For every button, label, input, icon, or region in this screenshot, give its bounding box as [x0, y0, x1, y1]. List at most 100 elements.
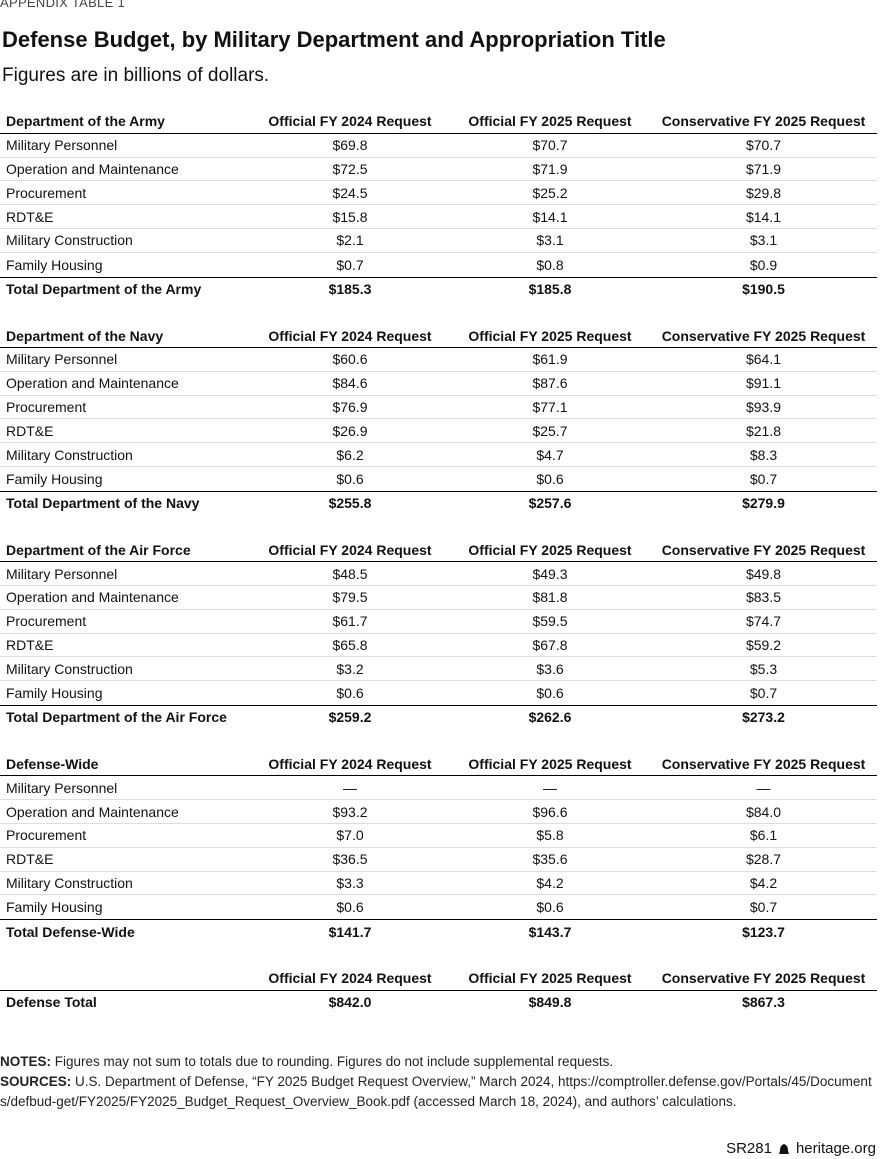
data-row: Military Construction $3.3 $4.2 $4.2 — [0, 872, 877, 896]
cell: $849.8 — [528, 994, 572, 1011]
cell: $67.8 — [532, 636, 568, 653]
sources-label: SOURCES: — [0, 1074, 72, 1089]
cell: $49.8 — [745, 565, 782, 582]
grand-total-row: Defense Total $842.0 $849.8 $867.3 — [0, 991, 877, 1015]
cell: $0.7 — [336, 256, 364, 273]
cell: $14.1 — [745, 208, 782, 225]
cell: $0.6 — [536, 470, 564, 487]
sources-text: U.S. Department of Defense, “FY 2025 Bud… — [0, 1074, 872, 1109]
sources: SOURCES: U.S. Department of Defense, “FY… — [0, 1072, 877, 1112]
cell: $76.9 — [332, 398, 368, 415]
cell: $93.9 — [745, 398, 782, 415]
notes-label: NOTES: — [0, 1054, 52, 1069]
cell: Conservative FY 2025 Request — [661, 970, 866, 987]
cell: $6.2 — [336, 446, 364, 463]
data-row: Family Housing $0.6 $0.6 $0.7 — [0, 681, 877, 705]
cell: $0.6 — [536, 685, 564, 702]
cell: $141.7 — [328, 923, 372, 940]
data-row: Operation and Maintenance $72.5 $71.9 $71.9 — [0, 158, 877, 182]
cell: $3.6 — [536, 660, 564, 677]
cell: $29.8 — [745, 184, 782, 201]
cell: Official FY 2025 Request — [468, 970, 632, 987]
cell: Military Personnel — [6, 137, 118, 154]
cell: $3.3 — [336, 874, 364, 891]
cell: $72.5 — [332, 160, 368, 177]
cell: Procurement — [6, 398, 87, 415]
cell: Procurement — [6, 827, 87, 844]
cell: $8.3 — [749, 446, 778, 463]
cell: $59.5 — [532, 613, 568, 630]
cell: $259.2 — [328, 709, 372, 726]
cell: Family Housing — [6, 685, 103, 702]
cell: $64.1 — [745, 351, 782, 368]
cell: Family Housing — [6, 899, 103, 916]
cell: $14.1 — [532, 208, 568, 225]
cell: $842.0 — [328, 994, 372, 1011]
cell: $185.3 — [328, 280, 372, 297]
cell: — — [756, 779, 771, 796]
cell: RDT&E — [6, 422, 54, 439]
cell: $69.8 — [332, 137, 368, 154]
cell: $7.0 — [336, 827, 364, 844]
cell: $5.3 — [749, 660, 778, 677]
data-row: Military Construction $6.2 $4.7 $8.3 — [0, 443, 877, 467]
cell: $0.7 — [749, 470, 778, 487]
cell: $867.3 — [742, 994, 785, 1011]
cell: $84.0 — [745, 803, 782, 820]
cell: $83.5 — [745, 589, 782, 606]
cell: Military Construction — [6, 446, 133, 463]
cell: $143.7 — [528, 923, 572, 940]
cell: $257.6 — [528, 495, 572, 512]
cell: $3.1 — [536, 232, 564, 249]
data-row: Family Housing $0.6 $0.6 $0.7 — [0, 467, 877, 491]
header-row: Department of the Navy Official FY 2024 R… — [0, 324, 877, 348]
cell: $4.2 — [536, 874, 564, 891]
cell: $79.5 — [332, 589, 368, 606]
cell: Official FY 2024 Request — [268, 113, 432, 130]
cell: $61.9 — [532, 351, 568, 368]
cell: Family Housing — [6, 256, 103, 273]
data-row: Procurement $7.0 $5.8 $6.1 — [0, 824, 877, 848]
cell: RDT&E — [6, 208, 54, 225]
data-row: RDT&E $26.9 $25.7 $21.8 — [0, 419, 877, 444]
cell: RDT&E — [6, 636, 54, 653]
cell: Military Construction — [6, 874, 133, 891]
cell: $279.9 — [742, 495, 785, 512]
cell: Official FY 2025 Request — [468, 541, 632, 558]
notes: NOTES: Figures may not sum to totals due… — [0, 1052, 877, 1072]
cell: $0.9 — [749, 256, 778, 273]
cell: Official FY 2025 Request — [468, 755, 632, 772]
cell: Official FY 2024 Request — [268, 327, 432, 344]
cell: $87.6 — [532, 375, 568, 392]
cell: Official FY 2025 Request — [468, 327, 632, 344]
data-row: Military Personnel — — — — [0, 776, 877, 801]
logo-icon — [778, 1143, 789, 1154]
cell: $0.6 — [336, 899, 364, 916]
cell: $3.2 — [336, 660, 364, 677]
cell: $91.1 — [745, 375, 782, 392]
cell: Defense Total — [6, 994, 97, 1011]
header-row: Department of the Army Official FY 2024 R… — [0, 110, 877, 134]
cell: Total Defense-Wide — [6, 923, 135, 940]
total-row: Total Department of the Air Force $259.2 $… — [0, 705, 877, 729]
cell: $49.3 — [532, 565, 568, 582]
cell: Operation and Maintenance — [6, 589, 179, 606]
cell: Conservative FY 2025 Request — [661, 327, 866, 344]
cell: $4.7 — [536, 446, 564, 463]
cell: Military Personnel — [6, 351, 118, 368]
cell: $70.7 — [745, 137, 782, 154]
cell: Official FY 2024 Request — [268, 755, 432, 772]
header-row: Defense-Wide Official FY 2024 Request Offi… — [0, 753, 877, 777]
cell: $35.6 — [532, 851, 568, 868]
cell: $6.1 — [749, 827, 778, 844]
cell: Department of the Air Force — [6, 541, 191, 558]
total-row: Total Department of the Army $185.3 $185.8… — [0, 276, 877, 301]
cell: $5.8 — [536, 827, 564, 844]
cell: — — [343, 779, 357, 796]
cell: $21.8 — [745, 422, 782, 439]
cell: $0.7 — [749, 685, 778, 702]
data-row: Military Personnel $48.5 $49.3 $49.8 — [0, 562, 877, 586]
cell: Conservative FY 2025 Request — [661, 755, 866, 772]
cell: $4.2 — [749, 874, 778, 891]
